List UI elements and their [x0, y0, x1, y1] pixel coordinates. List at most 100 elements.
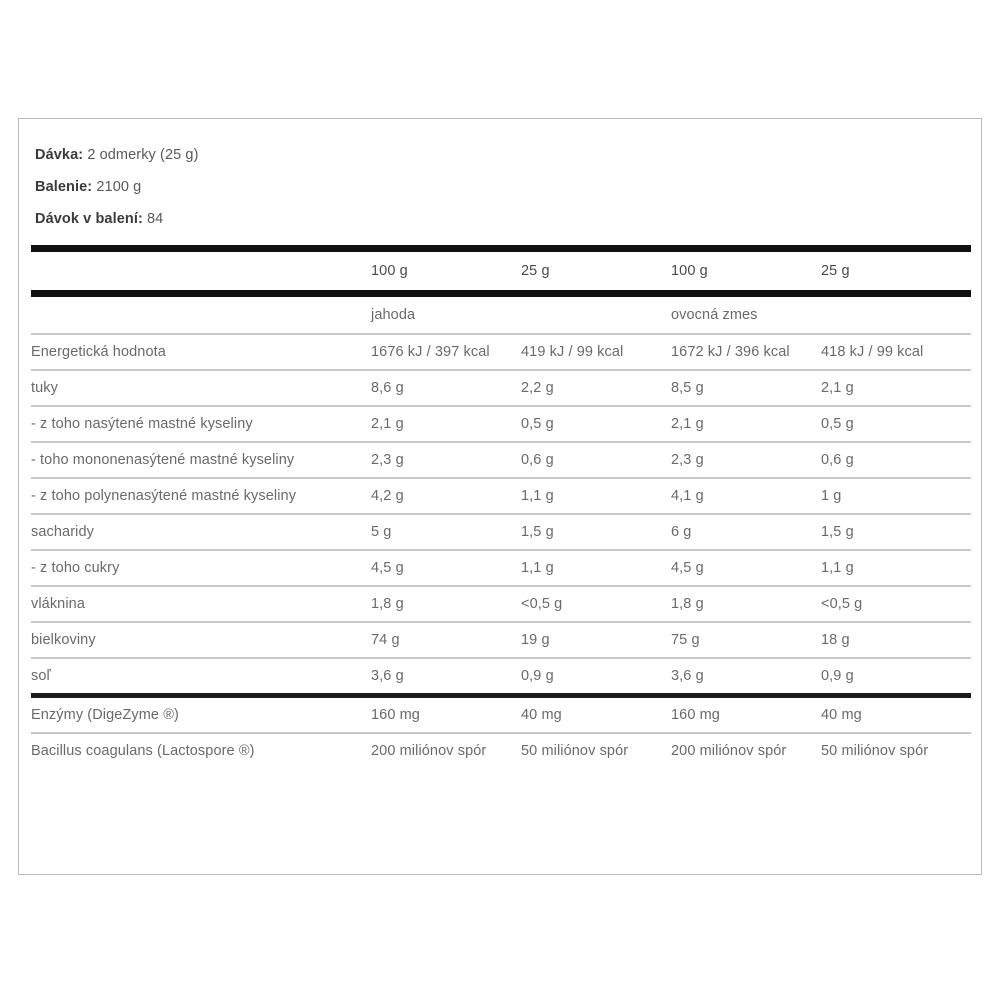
row-value: 18 g	[821, 621, 971, 658]
row-value: 4,1 g	[671, 477, 821, 514]
header-amount-2: 25 g	[521, 263, 550, 279]
header-amount-4: 25 g	[821, 263, 850, 279]
row-label: bielkoviny	[31, 621, 371, 658]
row-value: 6 g	[671, 513, 821, 550]
table-rule-supplements	[31, 693, 971, 700]
row-label: Enzýmy (DigeZyme ®)	[31, 707, 179, 723]
row-value: 1672 kJ / 396 kcal	[671, 333, 821, 370]
row-value: 0,5 g	[821, 405, 971, 442]
row-value: 40 mg	[821, 707, 862, 723]
row-value: 2,3 g	[371, 441, 521, 478]
table-row: - toho mononenasýtené mastné kyseliny 2,…	[31, 441, 971, 478]
table-rule-middle	[31, 290, 971, 300]
table-header-amounts: 100 g 25 g 100 g 25 g	[31, 252, 971, 294]
row-value: 2,1 g	[671, 405, 821, 442]
row-value: 160 mg	[671, 707, 720, 723]
row-value: 2,1 g	[821, 369, 971, 406]
row-value: 0,6 g	[521, 441, 671, 478]
row-value: <0,5 g	[821, 585, 971, 622]
table-row: bielkoviny 74 g 19 g 75 g 18 g	[31, 621, 971, 658]
row-value: 0,9 g	[521, 657, 671, 696]
row-label: - z toho nasýtené mastné kyseliny	[31, 405, 371, 442]
row-value: 40 mg	[521, 707, 562, 723]
row-value: 8,5 g	[671, 369, 821, 406]
rule-segment	[31, 290, 971, 300]
row-label: - z toho cukry	[31, 549, 371, 586]
summary-package: Balenie: 2100 g	[35, 171, 981, 203]
row-value: 1,1 g	[521, 477, 671, 514]
header-amount-3: 100 g	[671, 263, 708, 279]
table-row: Enzýmy (DigeZyme ®) 160 mg 40 mg 160 mg …	[31, 698, 971, 733]
row-value: 1,5 g	[821, 513, 971, 550]
row-value: 3,6 g	[371, 657, 521, 696]
row-label: sacharidy	[31, 513, 371, 550]
row-value: 1,1 g	[821, 549, 971, 586]
row-value: 4,2 g	[371, 477, 521, 514]
row-value: 50 miliónov spór	[821, 732, 971, 768]
serving-summary: Dávka: 2 odmerky (25 g) Balenie: 2100 g …	[19, 119, 981, 235]
nutrition-panel: Dávka: 2 odmerky (25 g) Balenie: 2100 g …	[18, 118, 982, 875]
table-row: Energetická hodnota 1676 kJ / 397 kcal 4…	[31, 333, 971, 370]
rule-segment	[31, 693, 971, 700]
row-value: 200 miliónov spór	[671, 732, 821, 768]
table-row: - z toho polynenasýtené mastné kyseliny …	[31, 477, 971, 514]
row-value: 418 kJ / 99 kcal	[821, 333, 971, 370]
row-value: 3,6 g	[671, 657, 821, 696]
row-value: 0,9 g	[821, 657, 971, 696]
header-amount-1: 100 g	[371, 263, 408, 279]
summary-package-value: 2100 g	[96, 179, 142, 195]
row-label: tuky	[31, 369, 371, 406]
row-value: 8,6 g	[371, 369, 521, 406]
row-value: 2,3 g	[671, 441, 821, 478]
row-value: 74 g	[371, 621, 521, 658]
row-value: 0,5 g	[521, 405, 671, 442]
table-row: soľ 3,6 g 0,9 g 3,6 g 0,9 g	[31, 657, 971, 696]
table-rule-top	[31, 245, 971, 255]
row-value: 4,5 g	[671, 549, 821, 586]
row-value: 0,6 g	[821, 441, 971, 478]
row-value: 5 g	[371, 513, 521, 550]
row-value: 160 mg	[371, 707, 420, 723]
summary-servings-per-package: Dávok v balení: 84	[35, 203, 981, 235]
summary-serving-value: 2 odmerky (25 g)	[87, 147, 199, 163]
row-value: 2,2 g	[521, 369, 671, 406]
table-row: Bacillus coagulans (Lactospore ®) 200 mi…	[31, 732, 971, 768]
table-row: - z toho cukry 4,5 g 1,1 g 4,5 g 1,1 g	[31, 549, 971, 586]
row-value: 1676 kJ / 397 kcal	[371, 333, 521, 370]
row-value: 4,5 g	[371, 549, 521, 586]
flavor-blank-cell	[31, 297, 371, 334]
table-row: sacharidy 5 g 1,5 g 6 g 1,5 g	[31, 513, 971, 550]
header-blank-cell	[31, 252, 371, 294]
summary-servings-value: 84	[147, 211, 164, 227]
row-label: - z toho polynenasýtené mastné kyseliny	[31, 477, 371, 514]
row-value: 1,8 g	[671, 585, 821, 622]
flavor-label-2: ovocná zmes	[671, 307, 758, 323]
table-header-flavors: jahoda ovocná zmes	[31, 297, 971, 334]
row-value: 419 kJ / 99 kcal	[521, 333, 671, 370]
row-label: vláknina	[31, 585, 371, 622]
row-value: <0,5 g	[521, 585, 671, 622]
summary-servings-label: Dávok v balení:	[35, 211, 143, 227]
table-row: tuky 8,6 g 2,2 g 8,5 g 2,1 g	[31, 369, 971, 406]
row-label: - toho mononenasýtené mastné kyseliny	[31, 441, 371, 478]
row-value: 200 miliónov spór	[371, 732, 521, 768]
summary-package-label: Balenie:	[35, 179, 93, 195]
nutrition-table: 100 g 25 g 100 g 25 g jahoda ovocná zmes…	[31, 245, 971, 768]
row-label: Bacillus coagulans (Lactospore ®)	[31, 732, 371, 768]
rule-segment	[31, 245, 971, 255]
row-value: 1 g	[821, 477, 971, 514]
row-value: 1,8 g	[371, 585, 521, 622]
row-label: soľ	[31, 657, 371, 696]
table-row: - z toho nasýtené mastné kyseliny 2,1 g …	[31, 405, 971, 442]
row-value: 1,1 g	[521, 549, 671, 586]
row-value: 50 miliónov spór	[521, 732, 671, 768]
summary-serving-label: Dávka:	[35, 147, 84, 163]
flavor-label-1: jahoda	[371, 307, 416, 323]
row-value: 1,5 g	[521, 513, 671, 550]
summary-serving: Dávka: 2 odmerky (25 g)	[35, 139, 981, 171]
table-row: vláknina 1,8 g <0,5 g 1,8 g <0,5 g	[31, 585, 971, 622]
row-value: 19 g	[521, 621, 671, 658]
row-value: 75 g	[671, 621, 821, 658]
row-label: Energetická hodnota	[31, 333, 371, 370]
row-value: 2,1 g	[371, 405, 521, 442]
